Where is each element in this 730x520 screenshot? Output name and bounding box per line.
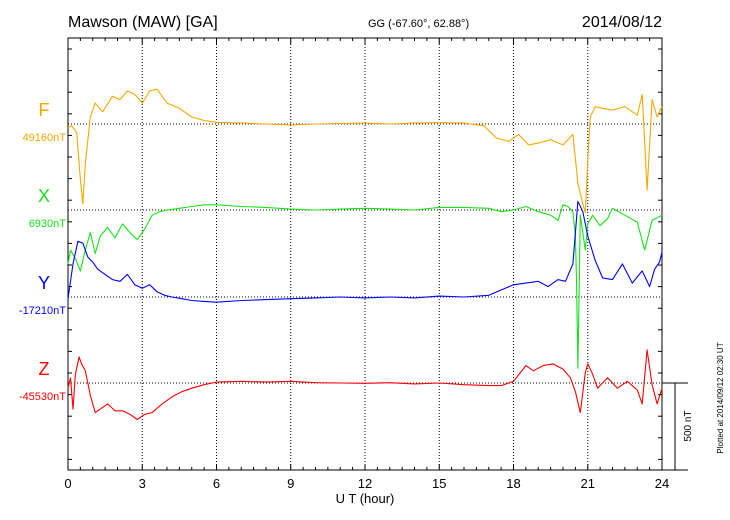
series-line-x	[67, 204, 663, 369]
x-tick-label: 15	[432, 476, 446, 491]
x-tick-label: 9	[287, 476, 294, 491]
x-tick-label: 12	[358, 476, 372, 491]
x-tick-label: 24	[655, 476, 669, 491]
channel-name-z: Z	[39, 359, 50, 379]
x-tick-label: 6	[213, 476, 220, 491]
x-tick-label: 0	[64, 476, 71, 491]
x-tick-label: 3	[139, 476, 146, 491]
date-label: 2014/08/12	[582, 14, 662, 31]
x-axis-label: U T (hour)	[336, 491, 395, 506]
channel-name-y: Y	[38, 273, 50, 293]
plotted-at-label: Plotted at 2014/09/12 02:30 UT	[716, 342, 725, 453]
baseline-label-y: -17210nT	[19, 305, 66, 317]
baseline-label-z: -45530nT	[19, 391, 66, 403]
series-line-z	[67, 349, 663, 421]
series-line-y	[67, 200, 663, 303]
channel-name-x: X	[38, 186, 50, 206]
grid	[68, 38, 662, 470]
x-tick-label: 18	[506, 476, 520, 491]
baseline-label-f: 49160nT	[23, 132, 67, 144]
baseline-label-x: 6930nT	[29, 218, 67, 230]
series-line-f	[67, 88, 663, 214]
axis-ticks: 0 3 6 9 12 15 18 21 24	[64, 38, 669, 491]
series-group	[67, 88, 663, 421]
coords-label: GG (-67.60°, 62.88°)	[368, 18, 469, 30]
channel-labels: F 49160nT X 6930nT Y -17210nT Z -45530nT	[19, 100, 66, 403]
scale-bar-label: 500 nT	[683, 410, 694, 441]
scale-bar: 500 nT	[662, 382, 694, 471]
channel-name-f: F	[39, 100, 50, 120]
x-tick-label: 21	[581, 476, 595, 491]
station-title: Mawson (MAW) [GA]	[68, 14, 218, 31]
